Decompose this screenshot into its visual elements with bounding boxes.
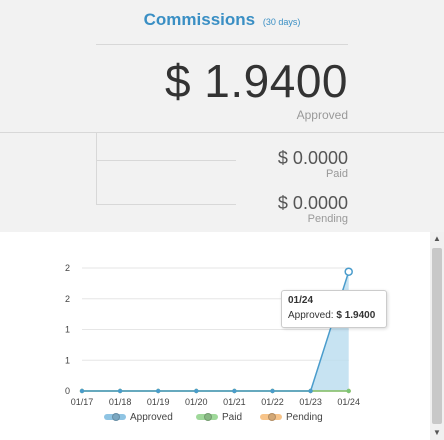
tooltip-line: Approved: $ 1.9400: [288, 310, 375, 321]
approved-point: [232, 388, 237, 394]
scrollbar-thumb[interactable]: [432, 248, 442, 424]
triangle-down-icon[interactable]: ▼: [433, 428, 441, 437]
legend-label-pending: Pending: [286, 412, 323, 423]
chart-tooltip: 01/24 Approved: $ 1.9400: [281, 290, 387, 328]
approved-area: [82, 271, 349, 391]
approved-point: [156, 388, 161, 394]
triangle-up-icon[interactable]: ▲: [433, 234, 441, 243]
x-tick-label: 01/19: [147, 397, 170, 407]
tooltip-series-label: Approved:: [288, 310, 334, 321]
commissions-chart: 0 1 1 2 2 01/17 01/18 01/19 01/20 01/21 01/22 01/23…: [65, 263, 360, 407]
tree-connector-paid: [96, 160, 236, 161]
approved-point: [117, 388, 123, 394]
commissions-header: Commissions (30 days): [0, 0, 444, 44]
x-tick-label: 01/18: [109, 397, 132, 407]
legend-swatch-paid: [196, 414, 218, 421]
approved-point: [194, 388, 199, 394]
legend-swatch-approved: [104, 414, 126, 421]
approved-amount: $ 1.9400: [164, 55, 348, 107]
approved-point-highlight: [344, 267, 353, 276]
x-tick-label: 01/22: [261, 397, 284, 407]
section-divider: [0, 132, 444, 133]
y-tick-label: 1: [65, 325, 70, 335]
y-tick-label: 2: [65, 294, 70, 304]
approved-point: [270, 388, 275, 394]
y-tick-label: 1: [65, 355, 70, 365]
tooltip-date: 01/24: [288, 295, 314, 306]
commissions-period: (30 days): [262, 17, 301, 27]
legend-swatch-pending: [260, 414, 282, 421]
commissions-title-text: Commissions: [143, 10, 256, 29]
approved-point: [79, 388, 85, 394]
paid-point: [346, 388, 351, 394]
x-tick-label: 01/20: [185, 397, 208, 407]
tooltip-value: $ 1.9400: [336, 310, 376, 321]
chart-scrollbar[interactable]: ▲ ▼: [430, 232, 444, 440]
tree-connector-pending: [96, 204, 236, 205]
x-tick-label: 01/17: [71, 397, 94, 407]
y-tick-label: 0: [65, 386, 70, 396]
x-tick-label: 01/23: [299, 397, 322, 407]
x-tick-label: 01/21: [223, 397, 246, 407]
commissions-chart-panel: [0, 232, 430, 440]
x-tick-label: 01/24: [337, 397, 360, 407]
legend-item-paid[interactable]: Paid: [196, 412, 242, 423]
commissions-title: Commissions (30 days): [0, 10, 444, 30]
legend-label-approved: Approved: [130, 412, 173, 423]
paid-label: Paid: [325, 168, 348, 180]
tree-connector-vertical: [96, 133, 97, 205]
chart-legend: Approved Paid Pending: [0, 412, 430, 426]
approved-line: [82, 271, 350, 392]
legend-item-pending[interactable]: Pending: [260, 412, 323, 423]
approved-label: Approved: [296, 108, 348, 122]
y-tick-label: 2: [65, 263, 70, 273]
approved-point: [308, 388, 313, 394]
legend-label-paid: Paid: [222, 412, 243, 423]
header-divider: [96, 44, 348, 45]
paid-amount: $ 0.0000: [277, 148, 348, 168]
pending-label: Pending: [307, 213, 348, 225]
pending-amount: $ 0.0000: [277, 193, 348, 213]
legend-item-approved[interactable]: Approved: [104, 412, 173, 423]
